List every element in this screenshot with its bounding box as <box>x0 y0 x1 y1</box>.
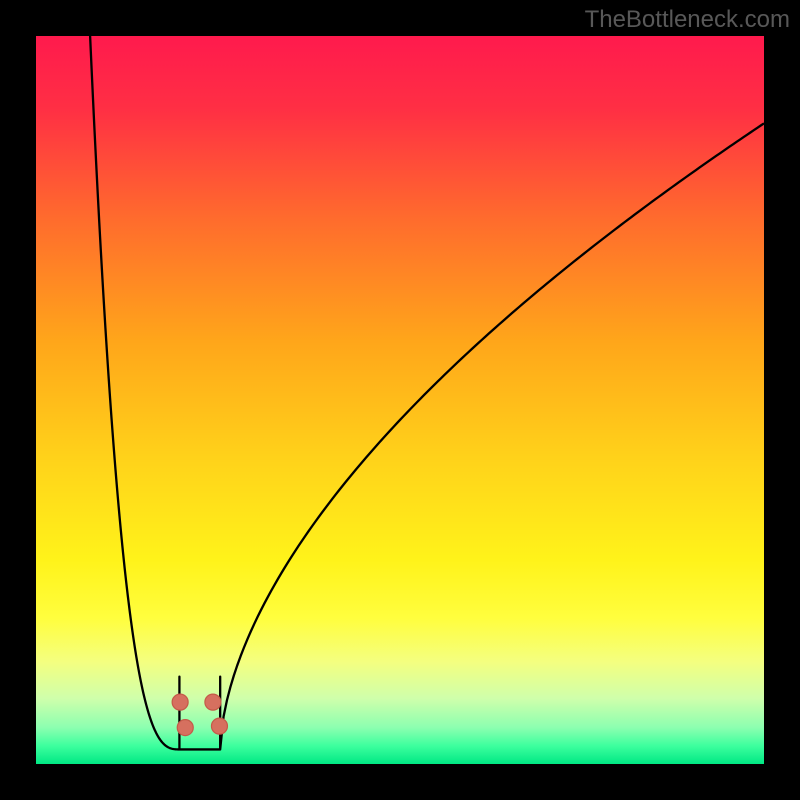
data-marker <box>172 694 188 710</box>
watermark-text: TheBottleneck.com <box>585 6 790 34</box>
curve-layer <box>36 36 764 764</box>
chart-container: TheBottleneck.com <box>0 0 800 800</box>
data-marker <box>211 718 227 734</box>
data-marker <box>177 720 193 736</box>
data-marker <box>205 694 221 710</box>
bottleneck-curve <box>87 36 764 749</box>
plot-area <box>36 36 764 764</box>
